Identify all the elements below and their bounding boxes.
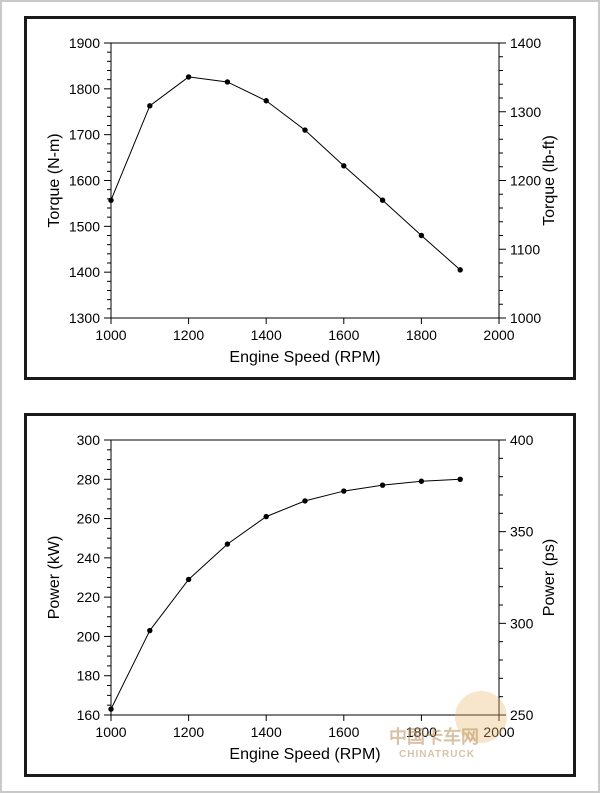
watermark-line-1: 中国卡车网 [389,726,479,747]
page-container: 1000 1200 1400 1600 1800 2000 Engine Speed (RP… [0,0,600,793]
svg-text:1300: 1300 [510,104,541,120]
svg-text:Power (ps): Power (ps) [541,539,558,616]
svg-text:1400: 1400 [251,724,282,740]
svg-text:Engine Speed (RPM): Engine Speed (RPM) [229,746,380,763]
svg-text:1900: 1900 [69,35,100,51]
svg-text:1600: 1600 [69,173,100,189]
svg-text:240: 240 [77,550,101,566]
svg-text:Torque (lb-ft): Torque (lb-ft) [541,135,558,226]
power-chart: 100012001400160018002000Engine Speed (RP… [31,420,571,770]
svg-text:280: 280 [77,471,101,487]
svg-text:1400: 1400 [510,35,541,51]
svg-text:1000: 1000 [95,724,126,740]
torque-chart: 1000 1200 1400 1600 1800 2000 Engine Speed (RP… [31,23,571,373]
svg-text:1200: 1200 [510,173,541,189]
svg-text:1400: 1400 [251,327,282,343]
torque-chart-panel: 1000 1200 1400 1600 1800 2000 Engine Speed (RP… [24,16,576,380]
svg-text:220: 220 [77,589,101,605]
svg-text:180: 180 [77,668,101,684]
svg-text:1600: 1600 [328,327,359,343]
svg-text:1500: 1500 [69,218,100,234]
svg-text:1000: 1000 [510,310,541,326]
svg-text:1300: 1300 [69,310,100,326]
svg-text:300: 300 [77,432,101,448]
svg-text:1600: 1600 [328,724,359,740]
svg-text:160: 160 [77,707,101,723]
svg-text:250: 250 [510,707,534,723]
svg-text:1000: 1000 [95,327,126,343]
svg-text:400: 400 [510,432,534,448]
svg-text:1800: 1800 [69,81,100,97]
svg-text:1200: 1200 [173,327,204,343]
svg-text:1100: 1100 [510,241,540,257]
svg-text:1400: 1400 [69,264,100,280]
svg-text:300: 300 [510,615,534,631]
svg-text:1200: 1200 [173,724,204,740]
svg-text:Engine Speed (RPM): Engine Speed (RPM) [229,349,380,366]
svg-text:1700: 1700 [69,127,100,143]
svg-text:350: 350 [510,524,534,540]
watermark-line-2: CHINATRUCK [399,749,475,760]
svg-text:260: 260 [77,511,101,527]
power-chart-panel: 100012001400160018002000Engine Speed (RP… [24,413,576,777]
svg-text:Power (kW): Power (kW) [46,536,63,620]
svg-text:2000: 2000 [483,327,514,343]
svg-text:1800: 1800 [406,327,437,343]
svg-text:Torque (N-m): Torque (N-m) [46,133,63,227]
svg-text:200: 200 [77,628,101,644]
